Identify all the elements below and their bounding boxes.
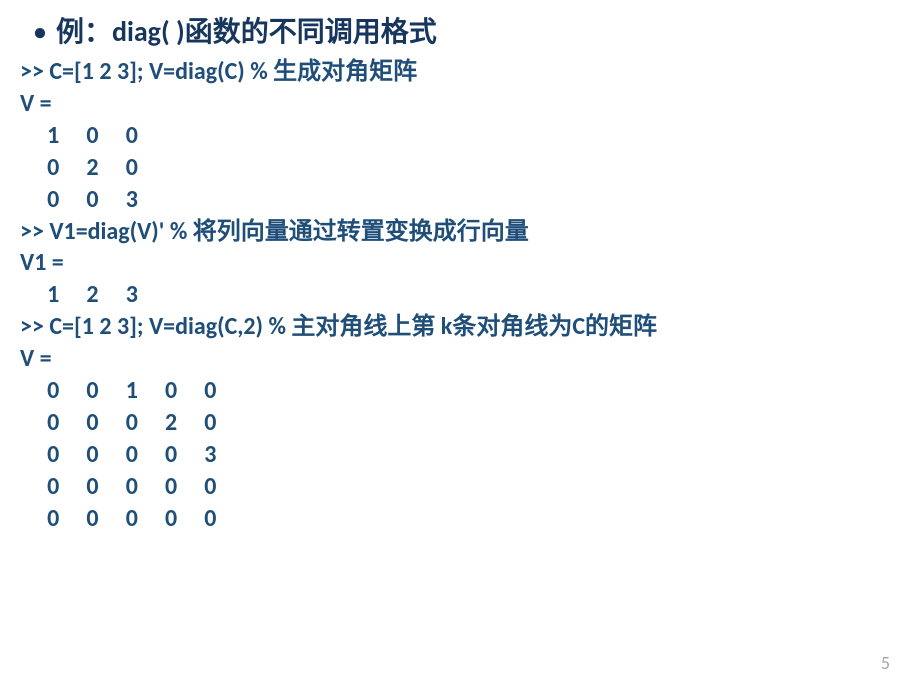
result-label-2: V1 = [20, 247, 900, 279]
matrix-row: 0 0 1 0 0 [20, 375, 900, 407]
slide-title: • 例：diag( )函数的不同调用格式 [20, 10, 900, 50]
matrix-row: 0 0 0 0 0 [20, 503, 900, 535]
result-label-1: V = [20, 88, 900, 120]
matrix-row: 1 0 0 [20, 120, 900, 152]
result-label-3: V = [20, 343, 900, 375]
command-line-2: >> V1=diag(V)' % 将列向量通过转置变换成行向量 [20, 216, 900, 248]
slide-content: • 例：diag( )函数的不同调用格式 >> C=[1 2 3]; V=diag… [0, 0, 920, 535]
matrix-row: 0 0 0 0 0 [20, 471, 900, 503]
matrix-row: 1 2 3 [20, 279, 900, 311]
command-line-1: >> C=[1 2 3]; V=diag(C) % 生成对角矩阵 [20, 56, 900, 88]
matrix-row: 0 0 3 [20, 184, 900, 216]
matrix-row: 0 0 0 2 0 [20, 407, 900, 439]
title-bullet: • [34, 18, 46, 47]
command-line-3: >> C=[1 2 3]; V=diag(C,2) % 主对角线上第 k条对角线… [20, 311, 900, 343]
matrix-row: 0 2 0 [20, 152, 900, 184]
title-text: 例：diag( )函数的不同调用格式 [56, 14, 437, 49]
matrix-row: 0 0 0 0 3 [20, 439, 900, 471]
page-number: 5 [881, 652, 890, 674]
